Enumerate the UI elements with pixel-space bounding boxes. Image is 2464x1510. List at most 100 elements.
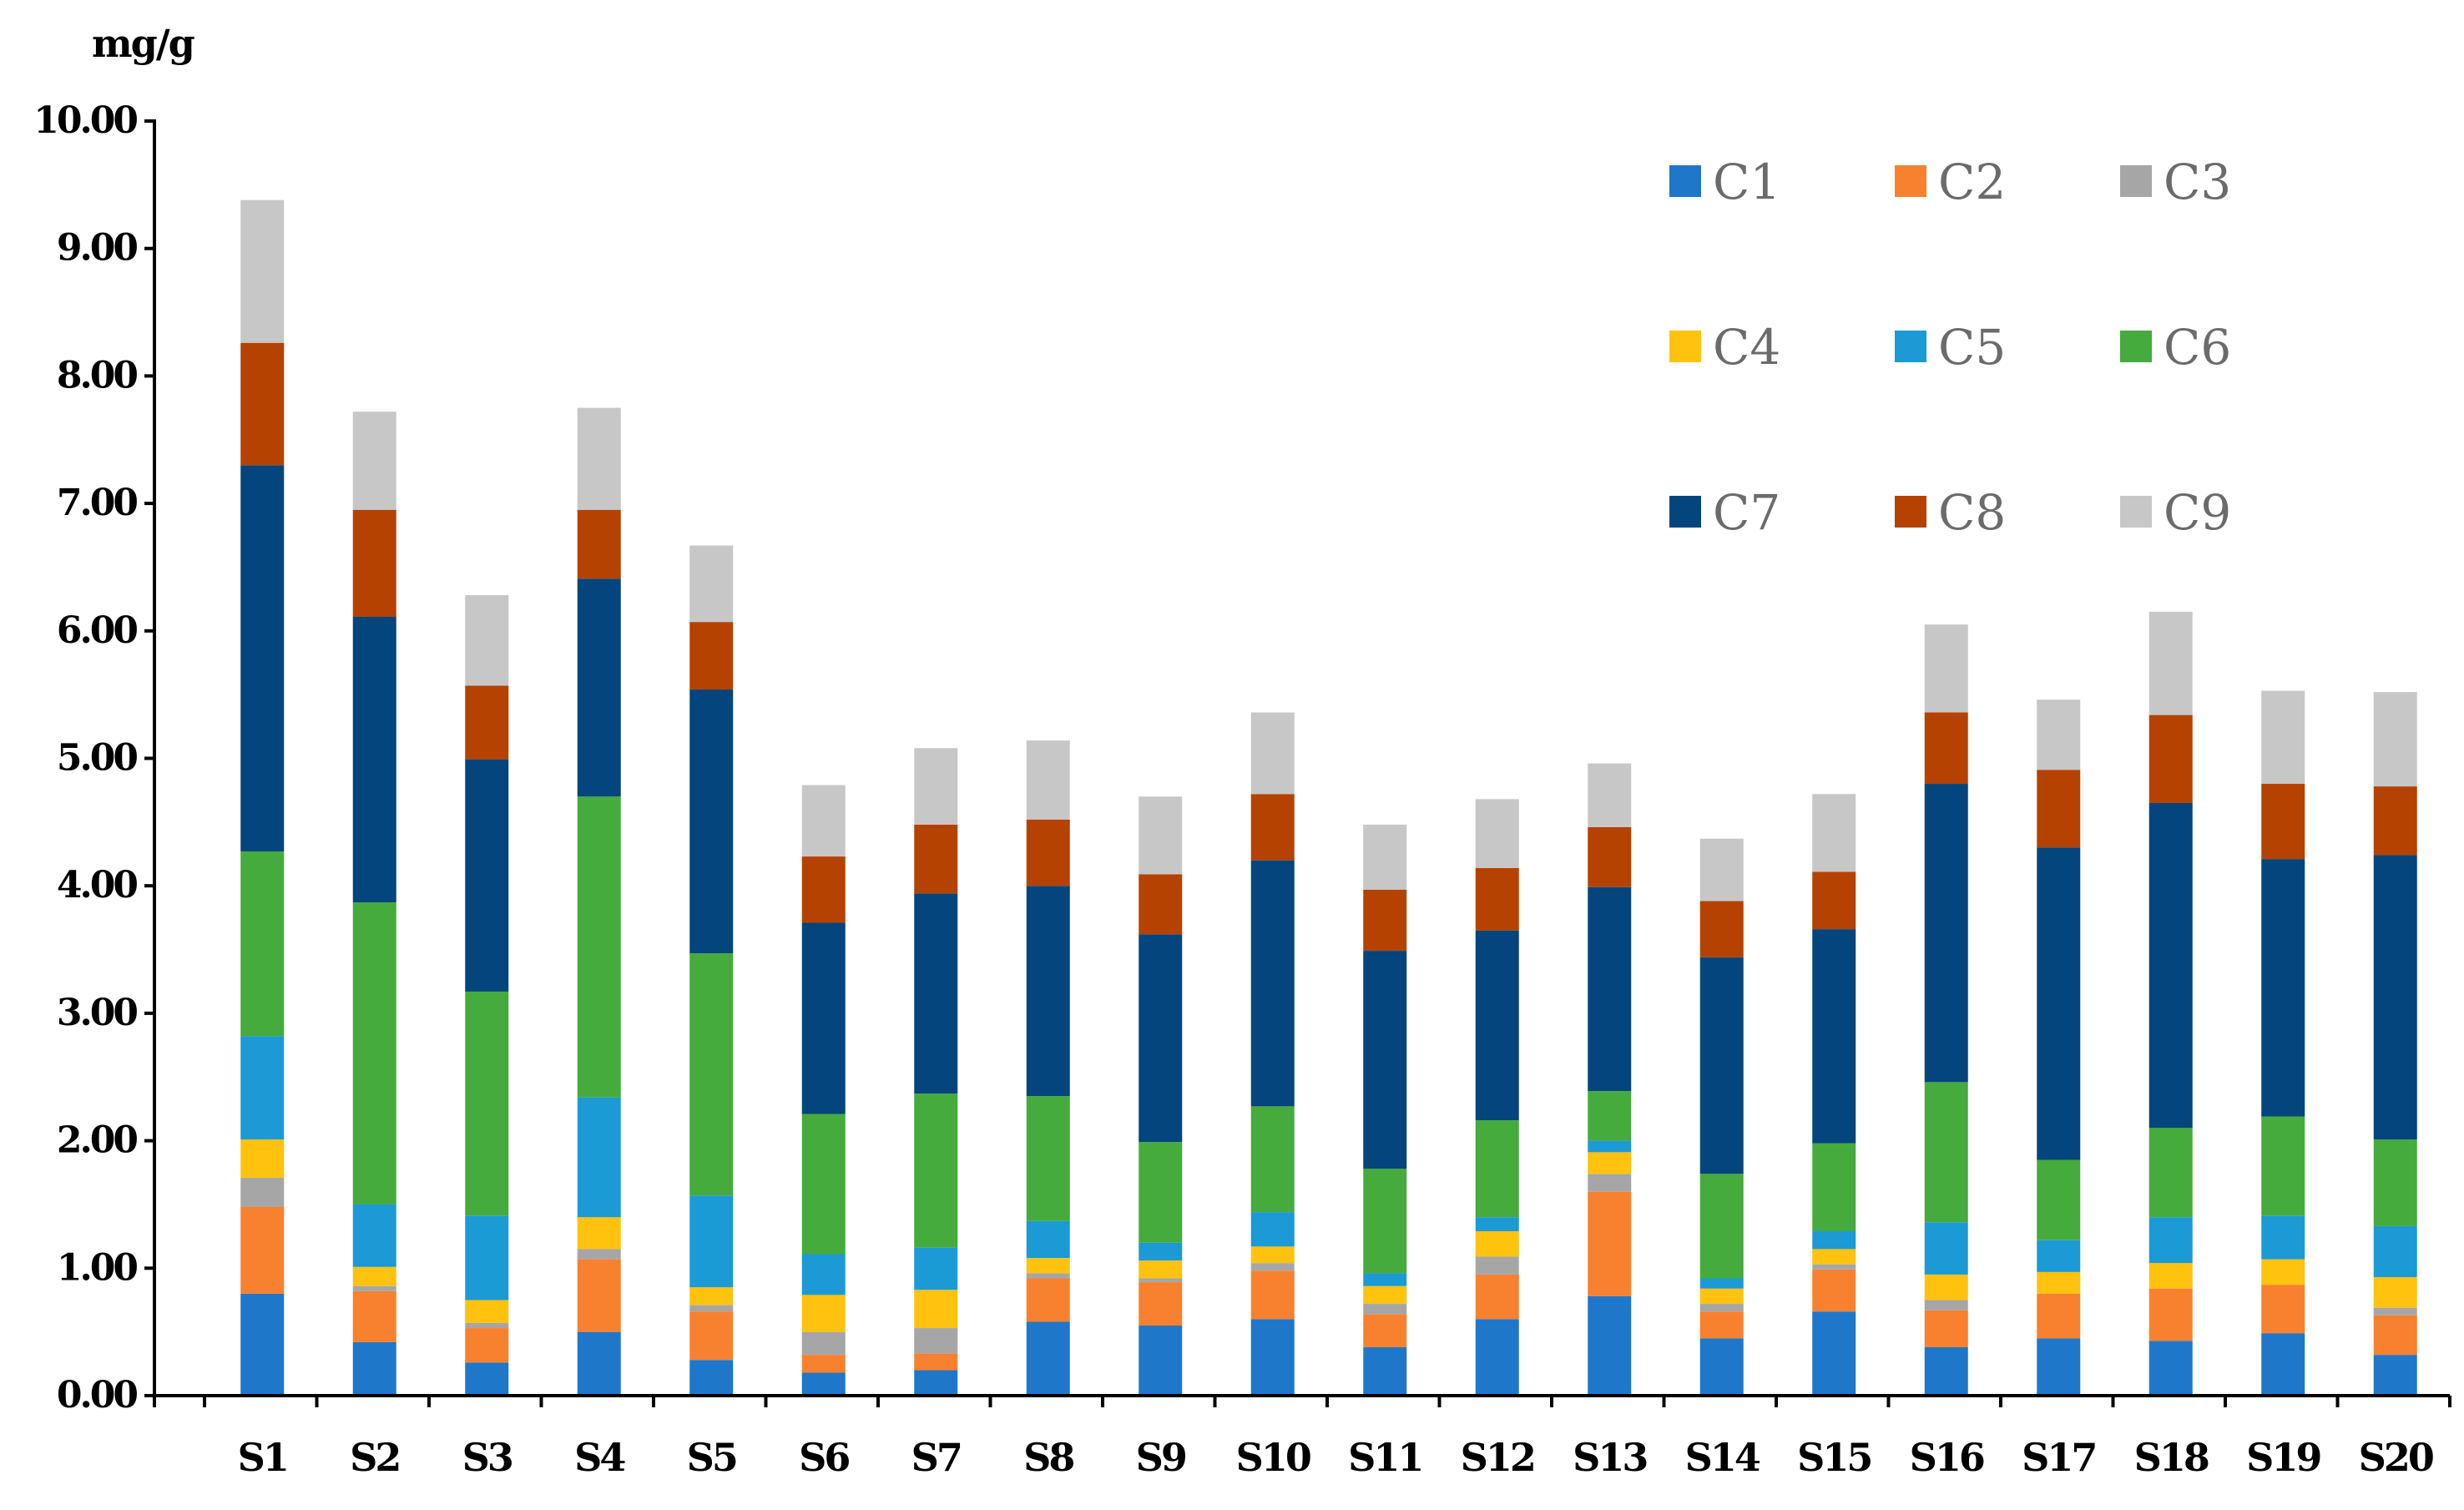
bar-segment-c3-s16 [1924, 1300, 1968, 1311]
legend-item-c5: C5 [1895, 319, 2006, 376]
bar-segment-c9-s8 [1026, 740, 1070, 820]
bar-segment-c5-s14 [1699, 1278, 1744, 1289]
legend-item-c4: C4 [1669, 319, 1780, 376]
bar-segment-c7-s18 [2148, 802, 2193, 1129]
bar-segment-c9-s12 [1475, 799, 1519, 868]
legend-label: C3 [2164, 154, 2231, 210]
bar-segment-c6-s16 [1924, 1082, 1968, 1223]
bar-segment-c1-s12 [1475, 1319, 1519, 1396]
bar-segment-c5-s9 [1139, 1242, 1183, 1261]
bar-segment-c3-s11 [1363, 1304, 1407, 1315]
legend-label: C5 [1938, 319, 2006, 376]
bar-segment-c7-s5 [689, 689, 734, 954]
bar-segment-c7-s9 [1139, 934, 1183, 1143]
x-tick-label: S6 [799, 1435, 849, 1480]
bar-segment-c5-s20 [2373, 1225, 2417, 1277]
bar-segment-c4-s16 [1924, 1274, 1968, 1300]
bar-stack-s13 [1588, 763, 1632, 1396]
x-tick-label: S9 [1136, 1435, 1186, 1480]
bar-segment-c3-s10 [1250, 1263, 1295, 1271]
bar-segment-c3-s12 [1475, 1256, 1519, 1275]
legend-item-c8: C8 [1895, 484, 2006, 541]
bar-segment-c8-s15 [1812, 871, 1856, 930]
bar-segment-c8-s17 [2037, 770, 2081, 848]
bar-segment-c4-s3 [465, 1300, 509, 1323]
x-tick-labels: S1 S2 S3 S4 S5 S6 S7 S8 S9 S10 S11 S12 S13 S14 S15 S16 S… [238, 1435, 2436, 1480]
bar-segment-c2-s13 [1588, 1191, 1632, 1296]
bar-segment-c7-s4 [577, 578, 621, 797]
bar-segment-c6-s20 [2373, 1139, 2417, 1226]
bar-stack-s20 [2373, 692, 2417, 1396]
bar-segment-c5-s4 [577, 1097, 621, 1218]
bar-segment-c4-s14 [1699, 1288, 1744, 1305]
bar-segment-c2-s15 [1812, 1269, 1856, 1312]
bar-segment-c3-s5 [689, 1305, 734, 1312]
y-tick-label: 7.00 [57, 482, 138, 524]
bar-segment-c2-s16 [1924, 1310, 1968, 1347]
bar-segment-c3-s6 [801, 1331, 846, 1356]
bar-segment-c1-s18 [2148, 1341, 2193, 1396]
bar-segment-c8-s9 [1139, 874, 1183, 935]
bar-segment-c7-s14 [1699, 957, 1744, 1174]
bar-segment-c3-s4 [577, 1249, 621, 1260]
bar-segment-c1-s3 [465, 1362, 509, 1396]
bar-segment-c2-s10 [1250, 1270, 1295, 1320]
bar-segment-c2-s3 [465, 1328, 509, 1363]
bar-segment-c7-s17 [2037, 847, 2081, 1160]
bar-segment-c9-s13 [1588, 763, 1632, 827]
bar-segment-c5-s19 [2261, 1215, 2305, 1260]
bar-segment-c3-s3 [465, 1322, 509, 1329]
bar-segment-c2-s19 [2261, 1285, 2305, 1334]
bar-segment-c8-s13 [1588, 826, 1632, 887]
bar-segment-c4-s17 [2037, 1271, 2081, 1294]
bar-stack-s7 [914, 748, 958, 1396]
bar-stack-s19 [2261, 690, 2305, 1396]
bar-segment-c9-s20 [2373, 692, 2417, 787]
bar-segment-c1-s14 [1699, 1338, 1744, 1396]
bar-segment-c9-s2 [352, 412, 396, 510]
bar-stack-s5 [689, 545, 734, 1396]
bar-segment-c7-s13 [1588, 886, 1632, 1092]
bar-segment-c9-s3 [465, 595, 509, 686]
bar-segment-c9-s15 [1812, 794, 1856, 872]
axes [153, 119, 2451, 1407]
x-tick-label: S4 [574, 1435, 625, 1480]
bar-segment-c6-s6 [801, 1114, 846, 1255]
legend-swatch [1895, 331, 1926, 362]
bar-segment-c9-s17 [2037, 699, 2081, 770]
x-tick-label: S10 [1236, 1435, 1310, 1480]
bar-segment-c5-s11 [1363, 1273, 1407, 1286]
bar-segment-c6-s14 [1699, 1174, 1744, 1279]
bar-segment-c1-s17 [2037, 1338, 2081, 1396]
bar-segment-c1-s20 [2373, 1355, 2417, 1396]
bar-segment-c5-s17 [2037, 1240, 2081, 1272]
bar-stack-s16 [1924, 624, 1968, 1396]
bar-segment-c1-s2 [352, 1341, 396, 1396]
bar-segment-c3-s8 [1026, 1273, 1070, 1279]
bar-segment-c6-s13 [1588, 1091, 1632, 1141]
x-tick-label: S17 [2022, 1435, 2095, 1480]
bar-segment-c5-s6 [801, 1254, 846, 1295]
bar-segment-c8-s4 [577, 509, 621, 579]
bar-segment-c2-s7 [914, 1353, 958, 1371]
bar-segment-c4-s6 [801, 1295, 846, 1332]
x-tick-label: S16 [1910, 1435, 1984, 1480]
bar-segment-c2-s9 [1139, 1282, 1183, 1326]
legend-label: C7 [1713, 484, 1780, 541]
legend-swatch [1895, 496, 1926, 528]
bar-segment-c2-s1 [240, 1207, 285, 1294]
y-tick-label: 2.00 [57, 1119, 138, 1162]
bar-segment-c5-s10 [1250, 1212, 1295, 1247]
bar-segment-c7-s19 [2261, 859, 2305, 1117]
bar-segment-c6-s12 [1475, 1120, 1519, 1218]
bar-segment-c9-s19 [2261, 690, 2305, 785]
y-tick-label: 1.00 [57, 1246, 138, 1289]
bar-segment-c4-s7 [914, 1290, 958, 1329]
x-tick-label: S18 [2134, 1435, 2209, 1480]
bar-segment-c1-s16 [1924, 1346, 1968, 1396]
x-tick-label: S12 [1461, 1435, 1534, 1480]
bar-segment-c9-s1 [240, 199, 285, 343]
bar-segment-c5-s12 [1475, 1217, 1519, 1232]
legend-item-c9: C9 [2120, 484, 2231, 541]
bar-segment-c2-s12 [1475, 1274, 1519, 1320]
